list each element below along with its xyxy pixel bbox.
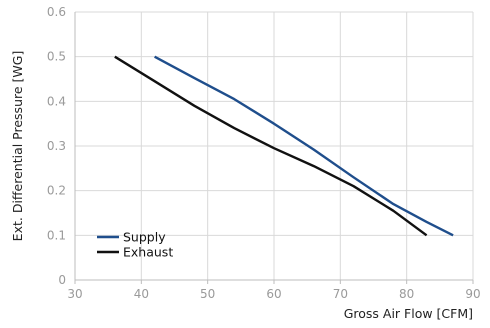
- legend-label-exhaust: Exhaust: [123, 245, 173, 260]
- x-tick-label-2: 50: [200, 287, 215, 301]
- x-tick-label-3: 60: [266, 287, 281, 301]
- x-axis-title: Gross Air Flow [CFM]: [344, 306, 473, 321]
- x-tick-label-4: 70: [333, 287, 348, 301]
- series-line-exhaust: [114, 55, 428, 237]
- grid: [74, 11, 474, 281]
- series-lines: [114, 55, 454, 237]
- tick-labels: 0 0.1 0.2 0.3 0.4 0.5 0.6 30 40 50 60 70 80 90: [47, 5, 481, 301]
- y-tick-label-2: 0.2: [47, 184, 66, 198]
- y-tick-label-5: 0.5: [47, 50, 66, 64]
- legend-label-supply: Supply: [123, 230, 166, 245]
- axes: [74, 12, 474, 284]
- y-tick-label-3: 0.3: [47, 139, 66, 153]
- y-tick-label-1: 0.1: [47, 228, 66, 242]
- x-tick-label-5: 80: [399, 287, 414, 301]
- x-tick-label-0: 30: [67, 287, 82, 301]
- y-tick-label-6: 0.6: [47, 5, 66, 19]
- y-axis-title: Ext. Differential Pressure [WG]: [10, 51, 25, 242]
- y-tick-label-0: 0: [58, 273, 66, 287]
- x-tick-label-1: 40: [134, 287, 149, 301]
- x-tick-label-6: 90: [465, 287, 480, 301]
- y-tick-label-4: 0.4: [47, 94, 66, 108]
- series-line-supply: [154, 55, 454, 237]
